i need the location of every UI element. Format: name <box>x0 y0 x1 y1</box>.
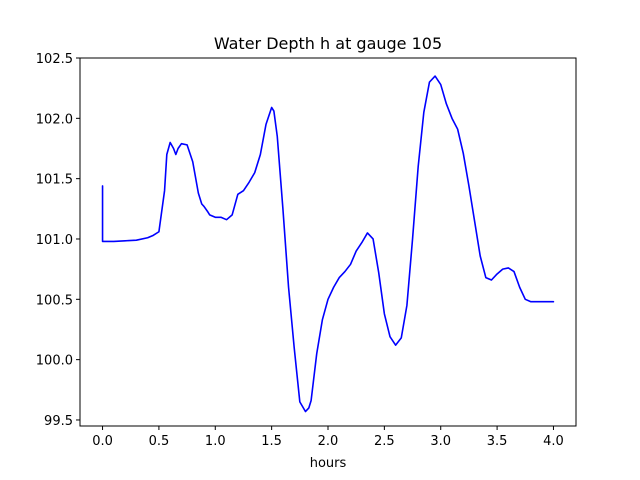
y-tick-label: 99.5 <box>44 414 73 429</box>
x-axis: 0.0 0.5 1.0 1.5 2.0 2.5 3.0 3.5 4.0 <box>92 426 564 449</box>
y-axis: 99.5 100.0 100.5 101.0 101.5 102.0 102.5 <box>36 52 80 429</box>
chart-title: Water Depth h at gauge 105 <box>214 34 442 53</box>
series-line <box>101 75 555 413</box>
x-tick-label: 0.0 <box>92 434 113 449</box>
x-tick-label: 3.0 <box>430 434 451 449</box>
x-axis-label: hours <box>310 456 347 471</box>
y-tick-label: 101.5 <box>36 173 73 188</box>
x-tick-label: 3.5 <box>487 434 508 449</box>
plot-area <box>101 75 555 413</box>
x-tick-label: 2.0 <box>318 434 339 449</box>
y-tick-label: 100.0 <box>36 354 73 369</box>
x-tick-label: 4.0 <box>543 434 564 449</box>
y-tick-label: 102.0 <box>36 112 73 127</box>
y-tick-label: 102.5 <box>36 52 73 67</box>
y-tick-label: 100.5 <box>36 293 73 308</box>
x-tick-label: 1.0 <box>205 434 226 449</box>
x-tick-label: 2.5 <box>374 434 395 449</box>
x-tick-label: 0.5 <box>149 434 170 449</box>
x-tick-label: 1.5 <box>261 434 282 449</box>
y-tick-label: 101.0 <box>36 233 73 248</box>
